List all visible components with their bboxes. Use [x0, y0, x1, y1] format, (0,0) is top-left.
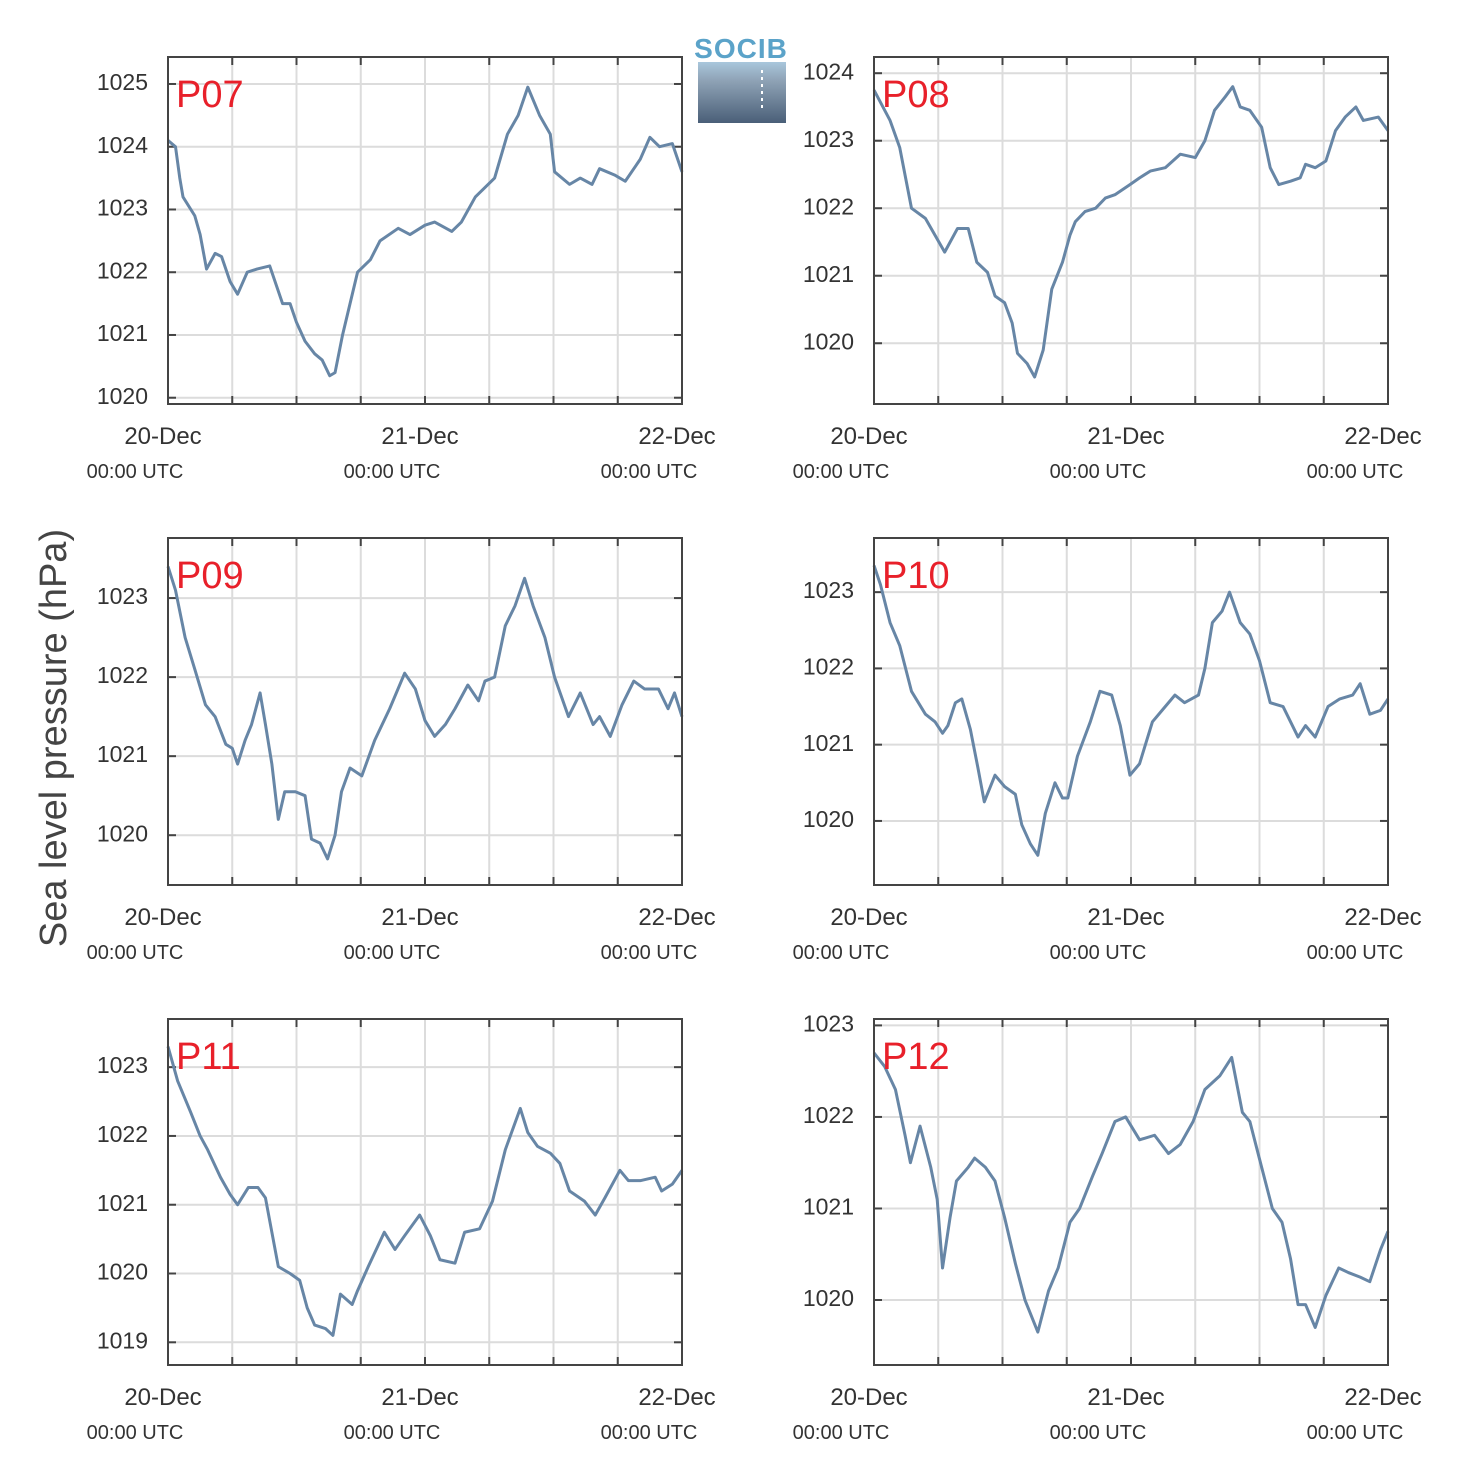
y-tick-label: 1025: [97, 69, 148, 95]
panel-title: P08: [882, 74, 950, 116]
x-tick-label: 22-Dec 00:00 UTC: [601, 1384, 716, 1444]
x-tick-label: 22-Dec 00:00 UTC: [601, 904, 716, 964]
y-tick-label: 1020: [803, 328, 854, 354]
logo-text: SOCIB: [694, 33, 788, 64]
y-tick-label: 1020: [803, 806, 854, 832]
x-tick-label: 22-Dec 00:00 UTC: [1307, 1384, 1422, 1444]
y-tick-label: 1022: [803, 653, 854, 679]
panel-title: P12: [882, 1036, 950, 1078]
y-tick-label: 1021: [97, 1190, 148, 1216]
panel: 1019 1020 1021 1022 1023 20-Dec 00:00 UTC 21-De…: [87, 1018, 716, 1444]
plot-frame: [167, 537, 683, 886]
data-line: [166, 1046, 684, 1337]
plot-frame: [873, 56, 1389, 405]
x-tick-label: 20-Dec 00:00 UTC: [793, 423, 908, 483]
y-tick-label: 1019: [97, 1327, 148, 1353]
x-tick-label: 20-Dec 00:00 UTC: [793, 1384, 908, 1444]
y-tick-label: 1023: [803, 577, 854, 603]
y-tick-label: 1021: [97, 320, 148, 346]
y-tick-label: 1023: [97, 583, 148, 609]
panel-title: P09: [176, 555, 244, 597]
panel-title: P11: [176, 1036, 241, 1078]
y-tick-label: 1023: [97, 195, 148, 221]
x-tick-label: 22-Dec 00:00 UTC: [1307, 423, 1422, 483]
panel: 1020 1021 1022 1023 20-Dec 00:00 UTC 21-Dec 00:…: [793, 1010, 1422, 1444]
panel: 1020 1021 1022 1023 1024 20-Dec 00:00 UTC 21-De…: [793, 56, 1422, 483]
y-tick-label: 1023: [803, 1010, 854, 1036]
y-tick-label: 1024: [803, 58, 854, 84]
x-tick-label: 20-Dec 00:00 UTC: [793, 904, 908, 964]
y-tick-label: 1023: [803, 126, 854, 152]
logo: SOCIB: [694, 33, 788, 123]
x-tick-label: 21-Dec 00:00 UTC: [1050, 904, 1165, 964]
y-tick-label: 1022: [97, 1121, 148, 1147]
y-axis-label: Sea level pressure (hPa): [33, 529, 75, 947]
x-tick-label: 21-Dec 00:00 UTC: [344, 1384, 459, 1444]
x-tick-label: 21-Dec 00:00 UTC: [1050, 423, 1165, 483]
y-tick-label: 1021: [803, 730, 854, 756]
y-tick-label: 1020: [97, 383, 148, 409]
x-tick-label: 21-Dec 00:00 UTC: [1050, 1384, 1165, 1444]
plot-frame: [873, 1018, 1389, 1366]
y-tick-label: 1022: [97, 257, 148, 283]
y-tick-label: 1023: [97, 1052, 148, 1078]
x-tick-label: 20-Dec 00:00 UTC: [87, 423, 202, 483]
data-line: [872, 85, 1390, 379]
plot-frame: [167, 56, 683, 405]
logo-box: [698, 62, 786, 123]
plot-frame: [167, 1018, 683, 1366]
data-line: [167, 85, 684, 378]
panel: 1020 1021 1022 1023 1024 1025 20-Dec 00:00 UTC 2…: [87, 56, 716, 483]
y-tick-label: 1021: [803, 261, 854, 287]
y-tick-label: 1020: [97, 1259, 148, 1285]
panel-title: P10: [882, 555, 950, 597]
panel-title: P07: [176, 74, 244, 116]
panel: 1020 1021 1022 1023 20-Dec 00:00 UTC 21-Dec 00:…: [793, 537, 1422, 964]
plot-frame: [873, 537, 1389, 886]
data-line: [872, 564, 1390, 857]
x-tick-label: 20-Dec 00:00 UTC: [87, 904, 202, 964]
x-tick-label: 22-Dec 00:00 UTC: [601, 423, 716, 483]
x-tick-label: 22-Dec 00:00 UTC: [1307, 904, 1422, 964]
x-tick-label: 21-Dec 00:00 UTC: [344, 904, 459, 964]
data-line: [166, 566, 684, 861]
y-tick-label: 1020: [803, 1285, 854, 1311]
data-line: [872, 1051, 1390, 1334]
x-tick-label: 21-Dec 00:00 UTC: [344, 423, 459, 483]
y-tick-label: 1020: [97, 820, 148, 846]
y-tick-label: 1024: [97, 132, 148, 158]
y-tick-label: 1022: [97, 662, 148, 688]
y-tick-label: 1021: [803, 1194, 854, 1220]
y-tick-label: 1022: [803, 193, 854, 219]
panel: 1020 1021 1022 1023 20-Dec 00:00 UTC 21-Dec 00:…: [87, 537, 716, 964]
y-tick-label: 1022: [803, 1102, 854, 1128]
y-tick-label: 1021: [97, 741, 148, 767]
x-tick-label: 20-Dec 00:00 UTC: [87, 1384, 202, 1444]
